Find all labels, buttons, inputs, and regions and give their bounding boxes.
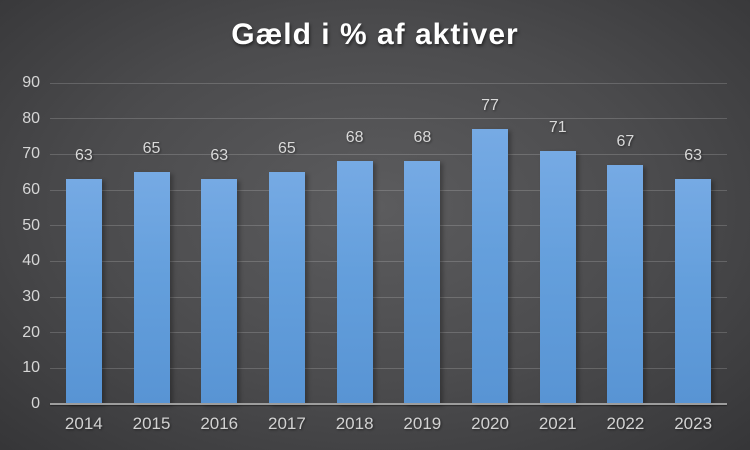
- y-tick-label: 80: [22, 109, 40, 127]
- gridline: [50, 225, 727, 227]
- bar: [472, 129, 509, 404]
- x-tick-label: 2016: [200, 414, 239, 433]
- bar-value-label: 63: [684, 147, 703, 165]
- gridline: [50, 189, 727, 191]
- bar: [133, 172, 170, 404]
- x-tick-label: 2022: [606, 414, 645, 433]
- bar-value-label: 68: [413, 129, 432, 147]
- bar: [201, 179, 238, 404]
- y-tick-label: 30: [22, 288, 40, 305]
- bar-value-label: 63: [74, 147, 93, 165]
- y-tick-label: 40: [22, 252, 40, 270]
- bar-value-label: 65: [142, 140, 161, 158]
- gridline: [50, 118, 727, 120]
- x-tick-label: 2023: [674, 414, 713, 433]
- y-tick-label: 50: [22, 216, 40, 234]
- bar: [65, 179, 102, 404]
- gridline: [50, 332, 727, 334]
- gridline: [50, 260, 727, 262]
- bar: [675, 179, 712, 404]
- y-tick-label: 20: [22, 323, 40, 341]
- bar-value-label: 68: [345, 129, 364, 147]
- x-tick-label: 2018: [335, 414, 374, 433]
- bar-value-label: 71: [548, 118, 567, 136]
- gridline: [50, 82, 727, 84]
- gridline: [50, 296, 727, 298]
- gridline: [50, 367, 727, 369]
- bar: [607, 165, 644, 404]
- x-tick-label: 2015: [132, 414, 171, 433]
- bar: [539, 150, 576, 404]
- x-tick-label: 2017: [268, 414, 306, 433]
- chart-title: Gæld i % af aktiver: [231, 18, 519, 51]
- bar-value-label: 63: [210, 147, 229, 165]
- x-tick-label: 2020: [471, 414, 509, 433]
- x-axis-line: [50, 403, 727, 405]
- bar: [336, 161, 373, 404]
- bar-value-label: 77: [481, 97, 499, 115]
- bar-value-label: 65: [278, 140, 296, 158]
- y-tick-label: 10: [22, 359, 40, 377]
- x-tick-label: 2019: [403, 414, 442, 433]
- x-tick-label: 2021: [538, 414, 577, 433]
- y-tick-label: 90: [22, 74, 40, 91]
- y-tick-label: 70: [22, 145, 40, 163]
- x-tick-label: 2014: [64, 414, 103, 433]
- y-tick-label: 0: [31, 395, 40, 412]
- bar: [404, 161, 441, 404]
- bar-value-label: 67: [616, 133, 635, 151]
- gridline: [50, 153, 727, 155]
- bar: [268, 172, 305, 404]
- y-tick-label: 60: [22, 181, 40, 198]
